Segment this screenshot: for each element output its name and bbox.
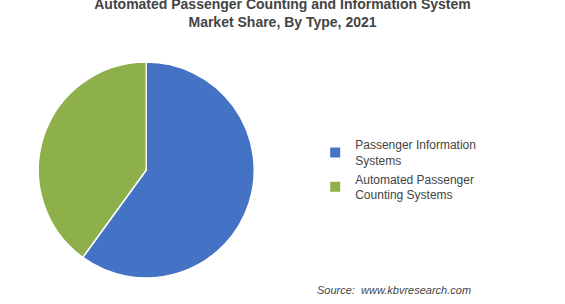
svg-text:Source: www.kbvresearch.com: Source: www.kbvresearch.com <box>317 284 471 296</box>
svg-text:Automated Passenger Counting a: Automated Passenger Counting and Informa… <box>94 0 471 30</box>
svg-text:Automated PassengerCounting Sy: Automated PassengerCounting Systems <box>355 173 474 203</box>
svg-text:Passenger InformationSystems: Passenger InformationSystems <box>355 138 476 168</box>
